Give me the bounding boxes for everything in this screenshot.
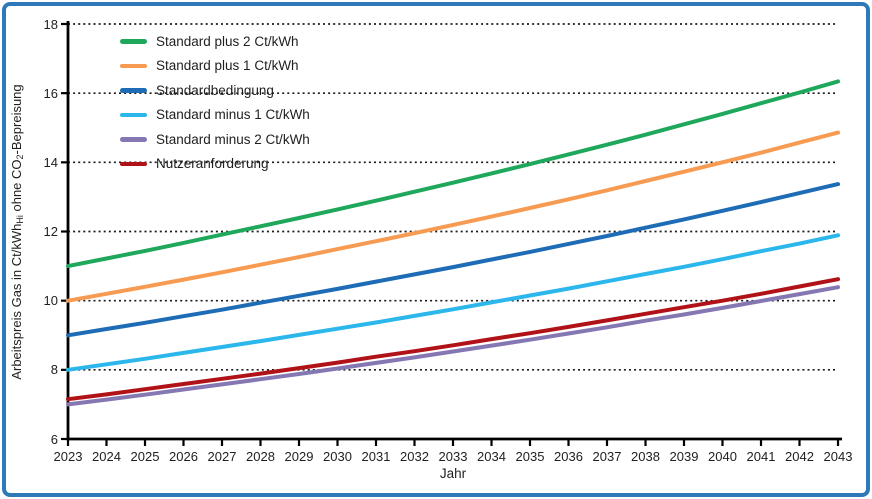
legend-label: Standard plus 2 Ct/kWh (156, 33, 299, 49)
x-tick-label: 2039 (669, 449, 699, 464)
legend-label: Nutzeranforderung (156, 156, 269, 172)
legend-item-standard-plus-2: Standard plus 2 Ct/kWh (120, 29, 310, 54)
series-line-6 (66, 277, 840, 402)
x-tick-label: 2029 (284, 449, 314, 464)
x-tick-label: 2023 (53, 449, 83, 464)
chart-legend: Standard plus 2 Ct/kWh Standard plus 1 C… (120, 29, 310, 176)
x-tick-label: 2026 (169, 449, 198, 464)
legend-swatch-orange (120, 63, 147, 68)
series-line-2 (66, 130, 840, 303)
x-tick-label: 2032 (400, 449, 429, 464)
legend-swatch-dark-red (120, 161, 147, 166)
legend-label: Standardbedingung (156, 82, 274, 98)
x-tick-label: 2030 (323, 449, 352, 464)
legend-item-standard-minus-1: Standard minus 1 Ct/kWh (120, 103, 310, 128)
y-tick-label: 10 (43, 293, 58, 309)
legend-item-nutzeranforderung: Nutzeranforderung (120, 152, 310, 177)
series-line-1 (66, 79, 840, 269)
y-tick-label: 6 (50, 431, 58, 447)
legend-item-standardbedingung: Standardbedingung (120, 78, 310, 103)
x-tick-label: 2034 (477, 449, 506, 464)
legend-swatch-green (120, 39, 147, 44)
x-tick-label: 2041 (746, 449, 776, 464)
x-tick-label: 2040 (708, 449, 737, 464)
series-line-3 (66, 182, 840, 338)
y-axis-title-text: ohne CO (9, 159, 24, 216)
x-tick-label: 2024 (92, 449, 121, 464)
y-axis-title-subscript-hi: Hi (15, 215, 25, 224)
series-line-5 (66, 285, 840, 407)
x-tick-label: 2037 (592, 449, 622, 464)
x-tick-label: 2036 (554, 449, 583, 464)
series-line-4 (66, 233, 840, 372)
x-tick-label: 2042 (785, 449, 814, 464)
x-tick-label: 2031 (361, 449, 391, 464)
y-tick-label: 8 (50, 362, 58, 378)
x-tick-label: 2043 (823, 449, 853, 464)
legend-swatch-dark-blue (120, 88, 147, 93)
x-tick-label: 2025 (130, 449, 160, 464)
x-tick-label: 2027 (207, 449, 237, 464)
x-axis-title: Jahr (439, 466, 467, 481)
legend-swatch-light-blue (120, 112, 147, 117)
y-tick-label: 18 (43, 16, 58, 32)
legend-swatch-purple (120, 137, 147, 142)
x-tick-label: 2028 (246, 449, 275, 464)
y-axis-title: Arbeitspreis Gas in Ct/kWhHi ohne CO2-Be… (9, 12, 27, 452)
y-tick-label: 16 (43, 85, 58, 101)
legend-label: Standard plus 1 Ct/kWh (156, 58, 299, 74)
y-axis-title-text: Arbeitspreis Gas in Ct/kWh (9, 223, 24, 380)
y-axis-title-subscript-2: 2 (15, 154, 25, 160)
legend-label: Standard minus 2 Ct/kWh (156, 131, 310, 147)
legend-item-standard-plus-1: Standard plus 1 Ct/kWh (120, 54, 310, 79)
y-axis-title-text: -Bepreisung (9, 84, 24, 155)
y-tick-label: 12 (43, 224, 58, 239)
legend-label: Standard minus 1 Ct/kWh (156, 107, 310, 123)
y-tick-label: 14 (43, 154, 58, 170)
x-tick-label: 2035 (515, 449, 545, 464)
x-tick-label: 2038 (631, 449, 660, 464)
x-tick-label: 2033 (438, 449, 468, 464)
legend-item-standard-minus-2: Standard minus 2 Ct/kWh (120, 127, 310, 152)
